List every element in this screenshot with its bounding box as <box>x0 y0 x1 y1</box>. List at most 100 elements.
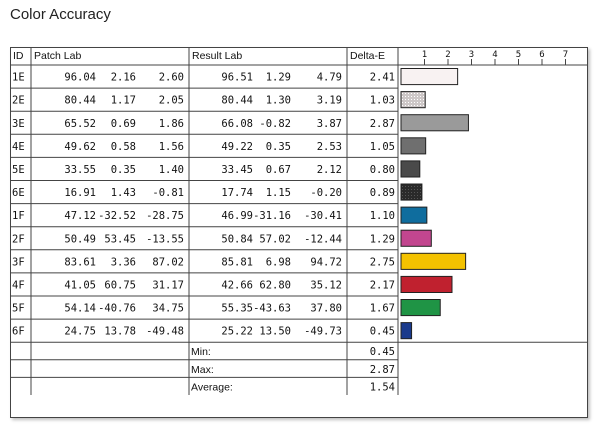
row-id: 4F <box>12 279 25 291</box>
delta-e-bar <box>400 183 423 201</box>
patch-lab-value: 16.91 <box>64 187 96 199</box>
delta-e-bar <box>400 137 427 155</box>
delta-e-bar <box>400 160 421 178</box>
result-lab-value: 2.12 <box>317 164 342 176</box>
patch-lab-value: 65.52 <box>64 118 96 130</box>
patch-lab-value: -32.52 <box>98 210 136 222</box>
tick-label: 4 <box>492 50 497 60</box>
patch-lab-value: 2.16 <box>111 72 136 84</box>
tick-label: 6 <box>539 50 544 60</box>
result-lab-value: 6.98 <box>266 256 291 268</box>
result-lab-value: 1.29 <box>266 72 291 84</box>
delta-e-value: 0.89 <box>370 187 395 199</box>
result-lab-value: 66.08 <box>221 118 253 130</box>
color-accuracy-table <box>10 47 588 418</box>
result-lab-value: 0.67 <box>266 164 291 176</box>
row-id: 4E <box>12 141 25 153</box>
patch-lab-value: 1.17 <box>111 95 136 107</box>
header-delta-e: Delta-E <box>350 50 385 62</box>
result-lab-value: 35.12 <box>310 279 342 291</box>
row-id: 1E <box>12 72 25 84</box>
result-lab-value: -0.82 <box>259 118 291 130</box>
delta-e-value: 1.67 <box>370 303 395 315</box>
tick-label: 2 <box>445 50 450 60</box>
result-lab-value: 17.74 <box>221 187 253 199</box>
delta-e-value: 2.87 <box>370 118 395 130</box>
delta-e-bar <box>400 299 441 317</box>
patch-lab-value: 53.45 <box>104 233 136 245</box>
result-lab-value: 62.80 <box>259 279 291 291</box>
summary-label: Min: <box>191 346 211 358</box>
tick-label: 1 <box>422 50 427 60</box>
row-id: 5E <box>12 164 25 176</box>
delta-e-value: 1.10 <box>370 210 395 222</box>
patch-lab-value: 0.58 <box>111 141 136 153</box>
patch-lab-value: 31.17 <box>152 279 184 291</box>
summary-label: Average: <box>191 381 233 393</box>
patch-lab-value: 1.86 <box>159 118 184 130</box>
delta-e-value: 0.45 <box>370 326 395 338</box>
patch-lab-value: 34.75 <box>152 303 184 315</box>
result-lab-value: 49.22 <box>221 141 253 153</box>
result-lab-value: -31.16 <box>253 210 291 222</box>
patch-lab-value: 1.40 <box>159 164 184 176</box>
patch-lab-value: -0.81 <box>152 187 184 199</box>
result-lab-value: -0.20 <box>310 187 342 199</box>
header-patch-lab: Patch Lab <box>34 50 81 62</box>
delta-e-bar <box>400 322 413 340</box>
result-lab-value: 96.51 <box>221 72 253 84</box>
delta-e-bar <box>400 91 426 109</box>
row-id: 6E <box>12 187 25 199</box>
patch-lab-value: 49.62 <box>64 141 96 153</box>
summary-value: 2.87 <box>370 364 395 376</box>
result-lab-value: 1.30 <box>266 95 291 107</box>
delta-e-value: 2.17 <box>370 279 395 291</box>
result-lab-value: 2.53 <box>317 141 342 153</box>
result-lab-value: 94.72 <box>310 256 342 268</box>
result-lab-value: 57.02 <box>259 233 291 245</box>
delta-e-value: 1.03 <box>370 95 395 107</box>
patch-lab-value: -28.75 <box>146 210 184 222</box>
patch-lab-value: 33.55 <box>64 164 96 176</box>
result-lab-value: 37.80 <box>310 303 342 315</box>
tick-label: 5 <box>516 50 521 60</box>
delta-e-bar <box>400 229 432 247</box>
row-id: 3E <box>12 118 25 130</box>
result-lab-value: 46.99 <box>221 210 253 222</box>
result-lab-value: 3.87 <box>317 118 342 130</box>
delta-e-bar <box>400 275 453 293</box>
delta-e-bar <box>400 68 459 86</box>
patch-lab-value: -40.76 <box>98 303 136 315</box>
patch-lab-value: 3.36 <box>111 256 136 268</box>
delta-e-bar <box>400 114 469 132</box>
summary-label: Max: <box>191 364 214 376</box>
header-result-lab: Result Lab <box>192 50 242 62</box>
delta-e-bar <box>400 206 428 224</box>
delta-e-bar <box>400 252 467 270</box>
delta-e-value: 2.41 <box>370 72 395 84</box>
patch-lab-value: 80.44 <box>64 95 96 107</box>
patch-lab-value: 1.56 <box>159 141 184 153</box>
patch-lab-value: 1.43 <box>111 187 136 199</box>
result-lab-value: -43.63 <box>253 303 291 315</box>
patch-lab-value: 2.60 <box>159 72 184 84</box>
delta-e-value: 1.29 <box>370 233 395 245</box>
result-lab-value: 50.84 <box>221 233 253 245</box>
delta-e-value: 2.75 <box>370 256 395 268</box>
result-lab-value: 3.19 <box>317 95 342 107</box>
chart-title: Color Accuracy <box>10 6 111 23</box>
result-lab-value: -30.41 <box>304 210 342 222</box>
patch-lab-value: 13.78 <box>104 326 136 338</box>
patch-lab-value: 2.05 <box>159 95 184 107</box>
row-id: 2F <box>12 233 25 245</box>
patch-lab-value: 41.05 <box>64 279 96 291</box>
result-lab-value: 33.45 <box>221 164 253 176</box>
row-id: 5F <box>12 303 25 315</box>
patch-lab-value: 83.61 <box>64 256 96 268</box>
result-lab-value: -12.44 <box>304 233 342 245</box>
tick-label: 3 <box>469 50 474 60</box>
result-lab-value: 85.81 <box>221 256 253 268</box>
summary-value: 0.45 <box>370 346 395 358</box>
row-id: 1F <box>12 210 25 222</box>
